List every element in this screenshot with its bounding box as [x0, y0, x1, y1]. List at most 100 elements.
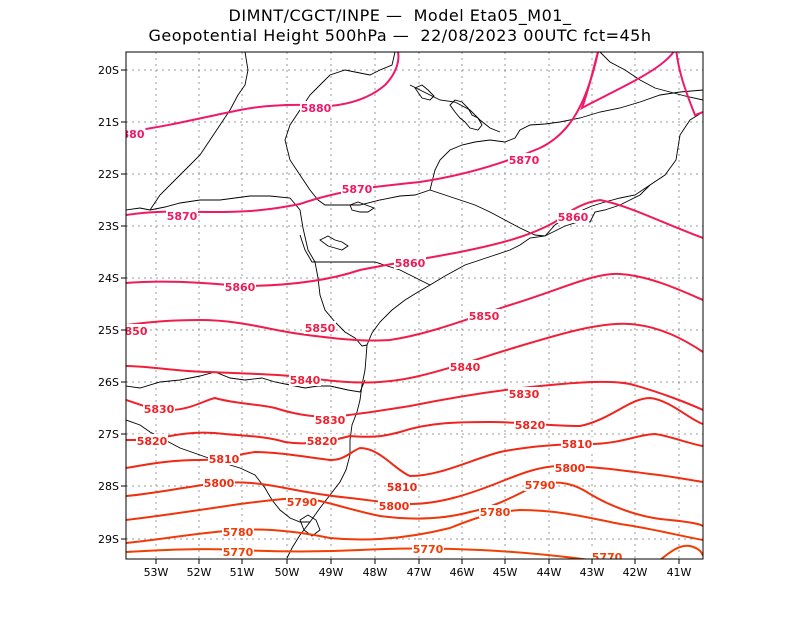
contour-label-bg: [314, 413, 346, 426]
graticule: [126, 52, 703, 559]
y-tick-label: 29S: [98, 533, 119, 546]
state-border: [126, 371, 366, 393]
contour-label-5840: 5840: [450, 361, 481, 374]
contour-label-5830: 5830: [509, 388, 540, 401]
contour-label-5780: 5780: [480, 506, 511, 519]
state-border: [284, 52, 431, 206]
x-tick-label: 50W: [275, 566, 300, 579]
x-tick-label: 47W: [407, 566, 432, 579]
y-tick-label: 26S: [98, 376, 119, 389]
contour-label-bg: [524, 478, 556, 491]
state-border: [429, 189, 546, 237]
contour-label-bg: [286, 495, 318, 508]
contour-label-5820: 5820: [137, 435, 168, 448]
contour-label-5770: 5770: [223, 546, 254, 559]
y-tick-label: 20S: [98, 64, 119, 77]
contour-label-bg: [126, 127, 146, 140]
contour-label-bg: [203, 476, 235, 489]
contour-label-5840: 5840: [290, 374, 321, 387]
lake: [414, 84, 435, 101]
contour-label-bg: [289, 373, 321, 386]
contour-label-bg: [224, 280, 256, 293]
contour-label-bg: [136, 434, 168, 447]
contour-label-5790: 5790: [287, 496, 318, 509]
contour-label-bg: [561, 437, 593, 450]
contour-label-5850: 5850: [469, 310, 500, 323]
contour-5820: [126, 396, 703, 445]
state-border: [429, 89, 703, 191]
contour-label-5770: 5770: [413, 543, 444, 556]
contour-label-5860: 5860: [558, 211, 589, 224]
contour-label-5830: 5830: [144, 403, 175, 416]
state-border: [126, 195, 368, 347]
x-tick-label: 52W: [187, 566, 212, 579]
x-tick-label: 41W: [667, 566, 692, 579]
contour-label-bg: [208, 452, 240, 465]
plot-frame: [125, 51, 704, 560]
contour-label-bg: [143, 402, 175, 415]
state-border: [409, 84, 501, 133]
contour-label-bg: [508, 153, 540, 166]
x-tick-label: 44W: [537, 566, 562, 579]
y-tick-label: 27S: [98, 428, 119, 441]
chart-title-line-1: DIMNT/CGCT/INPE — Model Eta05_M01_: [228, 6, 572, 25]
contour-label-5860: 5860: [395, 257, 426, 270]
contour-label-bg: [166, 209, 198, 222]
contour-5850: [126, 272, 703, 342]
contour-label-bg: [386, 480, 418, 493]
contour-label-bg: [479, 505, 511, 518]
contour-label-bg: [341, 182, 373, 195]
contour-label-bg: [468, 309, 500, 322]
contour-label-bg: [508, 387, 540, 400]
contour-5880: [126, 52, 400, 133]
lake: [449, 99, 483, 131]
contour-label-5870: 5870: [509, 154, 540, 167]
x-tick-label: 42W: [623, 566, 648, 579]
x-tick-label: 48W: [363, 566, 388, 579]
contour-label-5800: 5800: [204, 477, 235, 490]
y-tick-label: 22S: [98, 168, 119, 181]
contour-label-bg: [554, 461, 586, 474]
contour-label-bg: [300, 101, 332, 114]
y-axis-ticks: 20S 21S 22S 23S 24S 25S 26S 27S 28S 29S: [98, 64, 126, 546]
lake: [319, 235, 349, 251]
contour-5840: [126, 322, 703, 384]
contour-label-5850: 850: [125, 325, 148, 338]
x-axis-ticks: 53W 52W 51W 50W 49W 48W 47W 46W 45W 44W 43W 42W 41W: [144, 559, 692, 579]
contour-label-bg: [304, 321, 336, 334]
contour-label-5810: 5810: [387, 481, 418, 494]
contour-label-5880: 880: [122, 128, 145, 141]
contour-label-bg: [557, 210, 589, 223]
x-tick-label: 45W: [493, 566, 518, 579]
contour-labels: 5880 880 5870 5870 5870 5860 5860 5860 5850 5850 8…: [122, 101, 623, 564]
lake: [349, 201, 375, 213]
contour-label-5870: 5870: [342, 183, 373, 196]
coastlines-and-borders: [126, 52, 703, 559]
contour-label-bg: [591, 550, 623, 559]
contour-label-5800: 5800: [379, 500, 410, 513]
contour-label-5860: 5860: [225, 281, 256, 294]
contour-label-5820: 5820: [307, 435, 338, 448]
contour-label-5770: 5770: [592, 551, 623, 564]
contour-label-bg: [412, 542, 444, 555]
state-border: [599, 52, 703, 101]
y-tick-label: 25S: [98, 324, 119, 337]
x-tick-label: 43W: [580, 566, 605, 579]
contour-label-5780: 5780: [223, 526, 254, 539]
contour-label-5870: 5870: [167, 210, 198, 223]
contour-label-5850: 5850: [305, 322, 336, 335]
contour-5790: [126, 481, 703, 527]
contour-5830: [126, 380, 703, 418]
contour-label-5800: 5800: [555, 462, 586, 475]
state-border: [149, 52, 249, 211]
y-tick-label: 23S: [98, 220, 119, 233]
chart-title-line-2: Geopotential Height 500hPa — 22/08/2023 …: [148, 26, 652, 45]
y-tick-label: 21S: [98, 116, 119, 129]
x-tick-label: 51W: [230, 566, 255, 579]
contour-label-bg: [126, 324, 149, 337]
state-border: [299, 234, 431, 286]
contour-5880: [580, 52, 703, 117]
contour-label-bg: [222, 525, 254, 538]
x-tick-label: 53W: [144, 566, 169, 579]
